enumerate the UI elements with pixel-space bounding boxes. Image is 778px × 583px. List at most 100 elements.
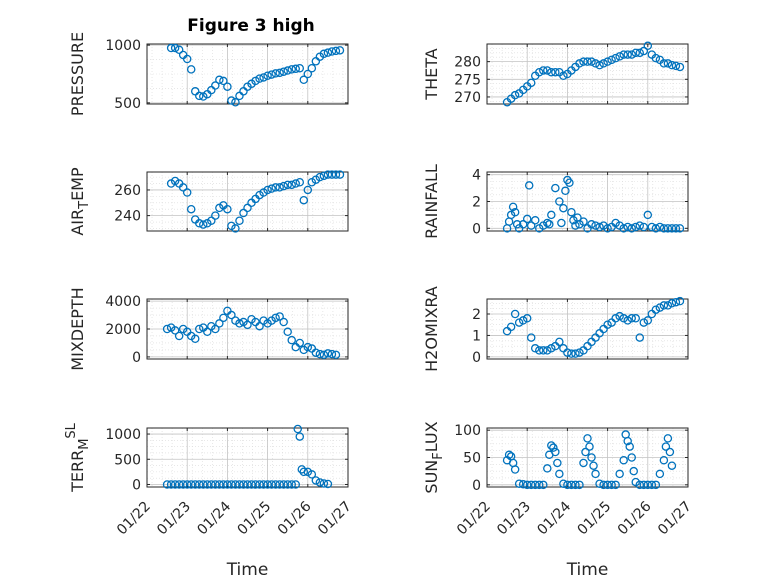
data-point xyxy=(647,222,657,232)
data-point xyxy=(611,314,620,323)
data-point xyxy=(575,59,584,68)
data-point xyxy=(553,458,562,468)
data-point xyxy=(591,221,600,230)
ticks xyxy=(146,299,349,359)
data-point xyxy=(571,221,580,230)
data-point xyxy=(655,222,665,232)
data-point xyxy=(291,179,300,188)
data-point xyxy=(567,207,576,217)
data-point xyxy=(639,480,649,490)
data-point xyxy=(295,63,305,73)
data-point xyxy=(635,221,645,230)
data-point xyxy=(587,57,596,66)
data-point xyxy=(543,464,552,473)
data-point xyxy=(643,480,653,490)
data-point xyxy=(510,90,520,100)
data-point xyxy=(255,74,264,83)
data-point xyxy=(170,43,180,53)
data-point xyxy=(267,70,276,79)
data-point xyxy=(323,48,333,57)
data-point xyxy=(559,479,568,488)
data-point xyxy=(543,218,552,228)
x-tick-label: 01/26 xyxy=(275,498,315,538)
data-point xyxy=(319,350,329,360)
data-point xyxy=(631,314,640,323)
y-axis-label-part: EMP xyxy=(68,167,87,201)
data-points xyxy=(162,306,341,360)
data-point xyxy=(627,453,636,462)
data-point xyxy=(327,47,337,56)
data-point xyxy=(675,62,685,72)
data-point xyxy=(623,316,632,325)
y-axis-label-part: SUN xyxy=(422,460,441,494)
data-point xyxy=(323,170,333,179)
x-tick-label: 01/23 xyxy=(494,499,534,539)
data-point xyxy=(563,348,572,357)
data-point xyxy=(615,469,624,479)
data-points xyxy=(502,296,685,358)
y-axis-label-part: TERR xyxy=(68,450,87,493)
axes-box xyxy=(146,427,349,488)
data-point xyxy=(623,50,632,59)
data-point xyxy=(323,479,333,489)
data-point xyxy=(251,480,260,489)
data-point xyxy=(235,319,244,328)
data-point xyxy=(299,75,309,85)
data-point xyxy=(315,172,325,182)
data-point xyxy=(239,208,248,218)
y-tick-label: 0 xyxy=(132,350,141,366)
data-point xyxy=(539,66,548,75)
data-point xyxy=(555,469,564,479)
ticks xyxy=(146,44,349,104)
data-point xyxy=(174,480,184,489)
data-point xyxy=(667,224,677,233)
data-point xyxy=(651,480,661,490)
y-tick-label: 2 xyxy=(472,307,481,323)
data-point xyxy=(243,320,252,330)
subplot-air_temp: 240 260 AIRTEMP xyxy=(68,167,349,236)
y-axis-label-part: T xyxy=(77,201,92,210)
data-point xyxy=(559,71,568,81)
data-point xyxy=(651,305,661,314)
data-point xyxy=(611,53,620,63)
data-point xyxy=(259,480,268,489)
data-point xyxy=(543,346,552,355)
data-point xyxy=(583,434,592,443)
data-point xyxy=(307,470,317,479)
data-point xyxy=(619,224,628,233)
data-point xyxy=(190,87,200,96)
y-tick-label: 50 xyxy=(463,451,481,467)
data-point xyxy=(303,69,313,79)
data-point xyxy=(579,57,588,66)
data-point xyxy=(311,476,321,485)
data-point xyxy=(667,461,677,470)
data-point xyxy=(526,333,536,342)
data-point xyxy=(547,210,556,220)
y-tick-label: 500 xyxy=(114,452,141,468)
y-axis-label-part: F xyxy=(431,452,446,459)
data-point xyxy=(267,184,276,193)
data-point xyxy=(287,65,296,74)
data-point xyxy=(551,67,560,77)
data-point xyxy=(223,480,232,489)
data-point xyxy=(595,222,604,232)
data-point xyxy=(186,480,196,489)
data-point xyxy=(182,54,192,64)
y-axis-label: TERRMSL xyxy=(64,422,92,493)
data-point xyxy=(663,301,673,310)
data-point xyxy=(271,313,280,323)
data-point xyxy=(211,81,220,90)
data-point xyxy=(675,224,685,233)
data-point xyxy=(611,480,620,490)
data-point xyxy=(170,480,180,489)
data-point xyxy=(331,170,341,179)
data-point xyxy=(283,480,292,489)
data-point xyxy=(599,324,608,334)
data-point xyxy=(271,183,280,192)
y-tick-label: 1000 xyxy=(105,427,141,443)
data-point xyxy=(283,180,292,190)
data-point xyxy=(524,181,534,190)
data-point xyxy=(522,314,532,323)
data-point xyxy=(563,480,572,490)
data-point xyxy=(510,207,520,217)
